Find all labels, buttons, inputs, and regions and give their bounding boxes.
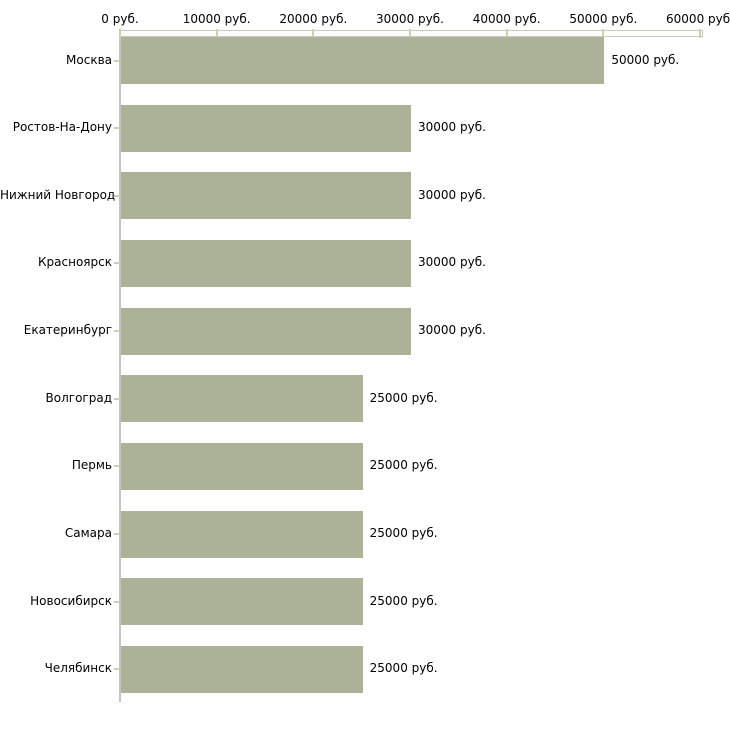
value-label: 25000 руб. bbox=[369, 526, 438, 541]
x-tick-label: 10000 руб. bbox=[182, 12, 251, 26]
value-label: 25000 руб. bbox=[369, 390, 438, 405]
x-tick-label: 20000 руб. bbox=[279, 12, 348, 26]
x-tick-label: 30000 руб. bbox=[376, 12, 444, 26]
y-tick-mark bbox=[114, 533, 120, 536]
bar bbox=[121, 645, 363, 693]
value-label: 30000 руб. bbox=[418, 120, 486, 135]
category-label: Новосибирск bbox=[30, 593, 112, 608]
bar bbox=[121, 578, 363, 626]
y-tick-mark bbox=[114, 127, 120, 130]
value-label: 25000 руб. bbox=[369, 458, 438, 473]
bar bbox=[121, 307, 411, 355]
y-tick-mark bbox=[114, 397, 120, 400]
y-tick-mark bbox=[114, 330, 120, 333]
value-label: 25000 руб. bbox=[369, 661, 438, 676]
category-label: Челябинск bbox=[44, 661, 112, 676]
y-tick-mark bbox=[114, 465, 120, 468]
bar bbox=[121, 510, 363, 558]
category-label: Красноярск bbox=[38, 255, 112, 270]
category-label: Волгоград bbox=[45, 390, 112, 405]
x-tick-mark bbox=[312, 29, 315, 38]
bar bbox=[121, 104, 411, 152]
x-tick-mark bbox=[602, 29, 605, 38]
x-tick-label: 60000 руб. bbox=[666, 12, 730, 26]
bar bbox=[121, 37, 605, 84]
bar bbox=[121, 442, 363, 490]
category-label: Самара bbox=[64, 526, 112, 541]
y-tick-mark bbox=[114, 600, 120, 603]
bar bbox=[121, 375, 363, 423]
category-label: Москва bbox=[66, 52, 112, 67]
category-label: Екатеринбург bbox=[23, 323, 112, 338]
value-label: 30000 руб. bbox=[418, 255, 486, 270]
bar bbox=[121, 172, 411, 220]
x-tick-mark bbox=[119, 29, 121, 38]
x-tick-label: 0 руб. bbox=[101, 12, 139, 26]
x-tick-mark bbox=[409, 29, 411, 38]
y-tick-mark bbox=[114, 194, 120, 197]
value-label: 25000 руб. bbox=[369, 593, 438, 608]
x-tick-mark bbox=[699, 29, 701, 38]
value-label: 30000 руб. bbox=[418, 323, 486, 338]
bar bbox=[121, 239, 411, 287]
y-axis-line bbox=[119, 30, 121, 702]
value-label: 30000 руб. bbox=[418, 187, 486, 202]
value-label: 50000 руб. bbox=[611, 52, 680, 67]
category-label: Пермь bbox=[71, 458, 112, 473]
category-label: Ростов-На-Дону bbox=[12, 120, 112, 135]
x-tick-mark bbox=[505, 29, 508, 38]
x-tick-label: 50000 руб. bbox=[569, 12, 638, 26]
category-label: Нижний Новгород bbox=[0, 187, 116, 202]
y-tick-mark bbox=[114, 668, 120, 671]
x-tick-label: 40000 руб. bbox=[472, 12, 541, 26]
y-tick-mark bbox=[114, 262, 120, 265]
x-axis-line bbox=[120, 30, 703, 37]
x-tick-mark bbox=[215, 29, 218, 38]
y-tick-mark bbox=[114, 59, 120, 62]
